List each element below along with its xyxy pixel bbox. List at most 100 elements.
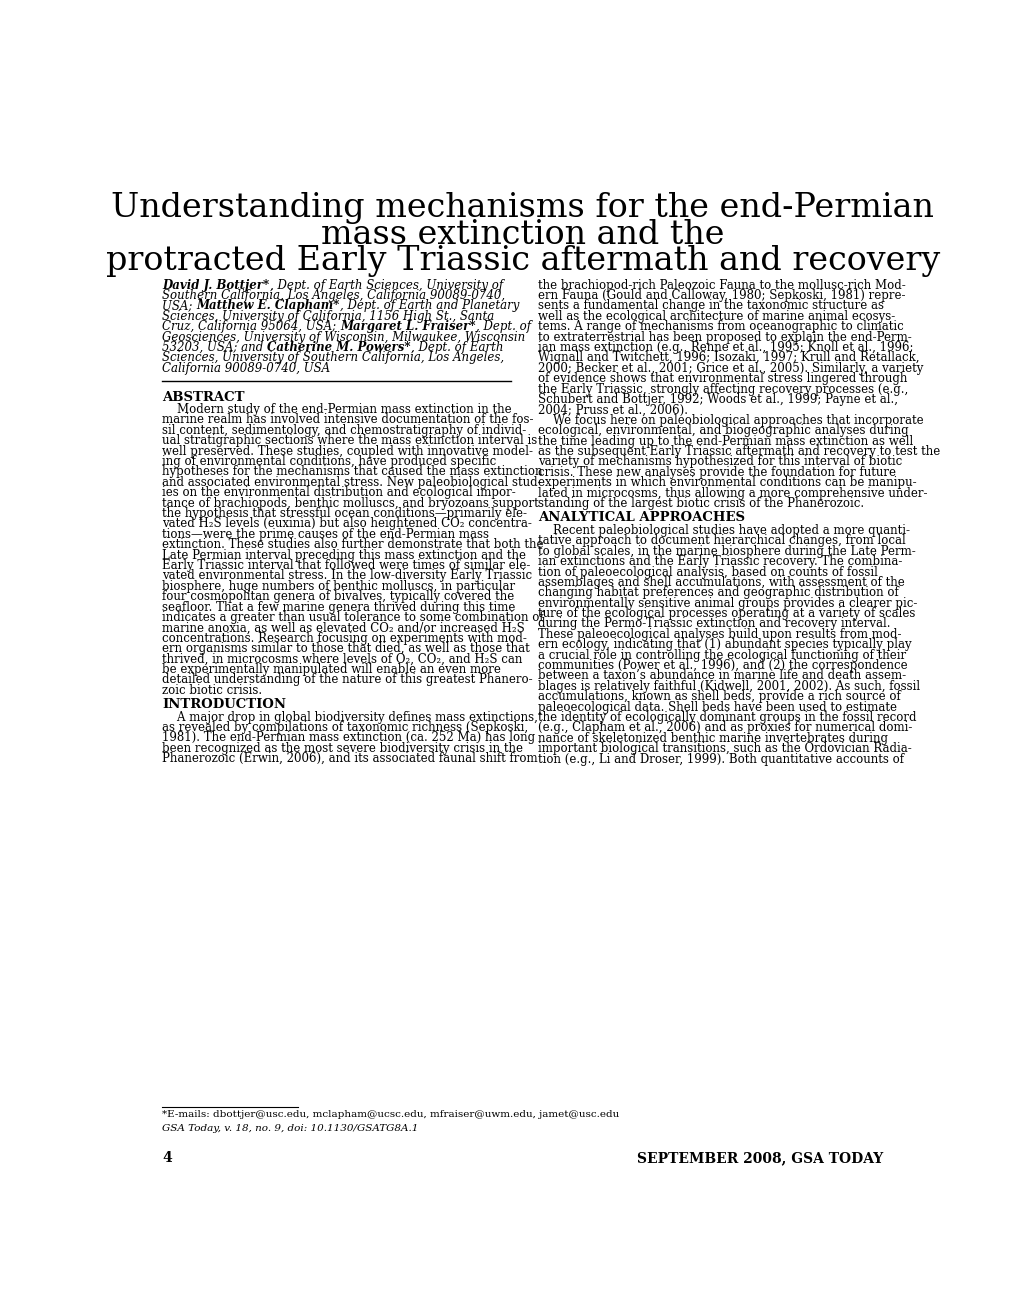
- Text: the brachiopod-rich Paleozoic Fauna to the mollusc-rich Mod-: the brachiopod-rich Paleozoic Fauna to t…: [538, 279, 905, 292]
- Text: and associated environmental stress. New paleobiological stud-: and associated environmental stress. New…: [162, 476, 541, 489]
- Text: *E-mails: dbottjer@usc.edu, mclapham@ucsc.edu, mfraiser@uwm.edu, jamet@usc.edu: *E-mails: dbottjer@usc.edu, mclapham@ucs…: [162, 1110, 619, 1119]
- Text: biosphere, huge numbers of benthic molluscs, in particular: biosphere, huge numbers of benthic mollu…: [162, 580, 515, 593]
- Text: been recognized as the most severe biodiversity crisis in the: been recognized as the most severe biodi…: [162, 742, 523, 755]
- Text: Late Permian interval preceding this mass extinction and the: Late Permian interval preceding this mas…: [162, 548, 526, 562]
- Text: protracted Early Triassic aftermath and recovery: protracted Early Triassic aftermath and …: [106, 245, 938, 277]
- Text: We focus here on paleobiological approaches that incorporate: We focus here on paleobiological approac…: [538, 414, 923, 427]
- Text: communities (Power et al., 1996), and (2) the correspondence: communities (Power et al., 1996), and (2…: [538, 659, 907, 672]
- Text: Geosciences, University of Wisconsin, Milwaukee, Wisconsin: Geosciences, University of Wisconsin, Mi…: [162, 330, 525, 343]
- Text: nance of skeletonized benthic marine invertebrates during: nance of skeletonized benthic marine inv…: [538, 732, 888, 744]
- Text: USA;: USA;: [162, 300, 197, 313]
- Text: important biological transitions, such as the Ordovician Radia-: important biological transitions, such a…: [538, 742, 911, 755]
- Text: to extraterrestrial has been proposed to explain the end-Perm-: to extraterrestrial has been proposed to…: [538, 330, 911, 343]
- Text: variety of mechanisms hypothesized for this interval of biotic: variety of mechanisms hypothesized for t…: [538, 455, 902, 468]
- Text: changing habitat preferences and geographic distribution of: changing habitat preferences and geograp…: [538, 586, 898, 600]
- Text: tems. A range of mechanisms from oceanographic to climatic: tems. A range of mechanisms from oceanog…: [538, 321, 903, 333]
- Text: paleoecological data. Shell beds have been used to estimate: paleoecological data. Shell beds have be…: [538, 701, 897, 714]
- Text: four cosmopolitan genera of bivalves, typically covered the: four cosmopolitan genera of bivalves, ty…: [162, 590, 515, 604]
- Text: , Dept. of: , Dept. of: [475, 321, 530, 333]
- Text: Modern study of the end-Permian mass extinction in the: Modern study of the end-Permian mass ext…: [162, 402, 512, 416]
- Text: to global scales, in the marine biosphere during the Late Perm-: to global scales, in the marine biospher…: [538, 544, 915, 558]
- Text: GSA Today, v. 18, no. 9, doi: 10.1130/GSATG8A.1: GSA Today, v. 18, no. 9, doi: 10.1130/GS…: [162, 1124, 419, 1134]
- Text: ian extinctions and the Early Triassic recovery. The combina-: ian extinctions and the Early Triassic r…: [538, 555, 902, 568]
- Text: blages is relatively faithful (Kidwell, 2001, 2002). As such, fossil: blages is relatively faithful (Kidwell, …: [538, 680, 919, 693]
- Text: These paleoecological analyses build upon results from mod-: These paleoecological analyses build upo…: [538, 627, 901, 640]
- Text: ecological, environmental, and biogeographic analyses during: ecological, environmental, and biogeogra…: [538, 425, 908, 437]
- Text: Schubert and Bottjer, 1992; Woods et al., 1999; Payne et al.,: Schubert and Bottjer, 1992; Woods et al.…: [538, 393, 898, 406]
- Text: INTRODUCTION: INTRODUCTION: [162, 698, 286, 711]
- Text: 1981). The end-Permian mass extinction (ca. 252 Ma) has long: 1981). The end-Permian mass extinction (…: [162, 731, 535, 744]
- Text: ture of the ecological processes operating at a variety of scales: ture of the ecological processes operati…: [538, 608, 915, 621]
- Text: Sciences, University of California, 1156 High St., Santa: Sciences, University of California, 1156…: [162, 310, 494, 323]
- Text: detailed understanding of the nature of this greatest Phanero-: detailed understanding of the nature of …: [162, 673, 533, 686]
- Text: sents a fundamental change in the taxonomic structure as: sents a fundamental change in the taxono…: [538, 300, 883, 313]
- Text: tative approach to document hierarchical changes, from local: tative approach to document hierarchical…: [538, 534, 905, 547]
- Text: ian mass extinction (e.g., Renne et al., 1995; Knoll et al., 1996;: ian mass extinction (e.g., Renne et al.,…: [538, 341, 913, 354]
- Text: , Dept. of Earth and Planetary: , Dept. of Earth and Planetary: [339, 300, 519, 313]
- Text: sil content, sedimentology, and chemostratigraphy of individ-: sil content, sedimentology, and chemostr…: [162, 423, 526, 437]
- Text: 4: 4: [162, 1151, 172, 1165]
- Text: seafloor. That a few marine genera thrived during this time: seafloor. That a few marine genera thriv…: [162, 601, 516, 614]
- Text: , Dept. of Earth Sciences, University of: , Dept. of Earth Sciences, University of: [269, 279, 502, 292]
- Text: Cruz, California 95064, USA;: Cruz, California 95064, USA;: [162, 321, 340, 333]
- Text: the identity of ecologically dominant groups in the fossil record: the identity of ecologically dominant gr…: [538, 711, 916, 725]
- Text: Matthew E. Clapham*: Matthew E. Clapham*: [197, 300, 339, 313]
- Text: extinction. These studies also further demonstrate that both the: extinction. These studies also further d…: [162, 538, 543, 551]
- Text: accumulations, known as shell beds, provide a rich source of: accumulations, known as shell beds, prov…: [538, 690, 900, 704]
- Text: of evidence shows that environmental stress lingered through: of evidence shows that environmental str…: [538, 372, 907, 385]
- Text: A major drop in global biodiversity defines mass extinctions,: A major drop in global biodiversity defi…: [162, 710, 538, 723]
- Text: marine anoxia, as well as elevated CO₂ and/or increased H₂S: marine anoxia, as well as elevated CO₂ a…: [162, 622, 525, 634]
- Text: Wignall and Twitchett, 1996; Isozaki, 1997; Krull and Retallack,: Wignall and Twitchett, 1996; Isozaki, 19…: [538, 351, 919, 364]
- Text: well as the ecological architecture of marine animal ecosys-: well as the ecological architecture of m…: [538, 310, 895, 323]
- Text: ABSTRACT: ABSTRACT: [162, 391, 245, 404]
- Text: ies on the environmental distribution and ecological impor-: ies on the environmental distribution an…: [162, 487, 516, 500]
- Text: zoic biotic crisis.: zoic biotic crisis.: [162, 684, 262, 697]
- Text: mass extinction and the: mass extinction and the: [321, 218, 723, 251]
- Text: the hypothesis that stressful ocean conditions—primarily ele-: the hypothesis that stressful ocean cond…: [162, 508, 527, 519]
- Text: crisis. These new analyses provide the foundation for future: crisis. These new analyses provide the f…: [538, 466, 896, 479]
- Text: tance of brachiopods, benthic molluscs, and bryozoans support: tance of brachiopods, benthic molluscs, …: [162, 497, 539, 510]
- Text: standing of the largest biotic crisis of the Phanerozoic.: standing of the largest biotic crisis of…: [538, 497, 863, 510]
- Text: ern Fauna (Gould and Calloway, 1980; Sepkoski, 1981) repre-: ern Fauna (Gould and Calloway, 1980; Sep…: [538, 289, 905, 302]
- Text: vated H₂S levels (euxinia) but also heightened CO₂ concentra-: vated H₂S levels (euxinia) but also heig…: [162, 517, 532, 530]
- Text: ern ecology, indicating that (1) abundant species typically play: ern ecology, indicating that (1) abundan…: [538, 638, 911, 651]
- Text: thrived, in microcosms where levels of O₂, CO₂, and H₂S can: thrived, in microcosms where levels of O…: [162, 652, 523, 665]
- Text: assemblages and shell accumulations, with assessment of the: assemblages and shell accumulations, wit…: [538, 576, 904, 589]
- Text: ual stratigraphic sections where the mass extinction interval is: ual stratigraphic sections where the mas…: [162, 434, 537, 447]
- Text: concentrations. Research focusing on experiments with mod-: concentrations. Research focusing on exp…: [162, 631, 527, 644]
- Text: ern organisms similar to those that died, as well as those that: ern organisms similar to those that died…: [162, 642, 530, 655]
- Text: vated environmental stress. In the low-diversity Early Triassic: vated environmental stress. In the low-d…: [162, 569, 532, 583]
- Text: Early Triassic interval that followed were times of similar ele-: Early Triassic interval that followed we…: [162, 559, 530, 572]
- Text: , Dept. of Earth: , Dept. of Earth: [411, 341, 503, 354]
- Text: SEPTEMBER 2008, GSA TODAY: SEPTEMBER 2008, GSA TODAY: [636, 1151, 882, 1165]
- Text: hypotheses for the mechanisms that caused the mass extinction: hypotheses for the mechanisms that cause…: [162, 466, 542, 479]
- Text: experiments in which environmental conditions can be manipu-: experiments in which environmental condi…: [538, 476, 916, 489]
- Text: (e.g., Clapham et al., 2006) and as proxies for numerical domi-: (e.g., Clapham et al., 2006) and as prox…: [538, 722, 912, 735]
- Text: Recent paleobiological studies have adopted a more quanti-: Recent paleobiological studies have adop…: [538, 523, 909, 537]
- Text: Sciences, University of Southern California, Los Angeles,: Sciences, University of Southern Califor…: [162, 351, 504, 364]
- Text: ing of environmental conditions, have produced specific: ing of environmental conditions, have pr…: [162, 455, 496, 468]
- Text: be experimentally manipulated will enable an even more: be experimentally manipulated will enabl…: [162, 663, 500, 676]
- Text: ANALYTICAL APPROACHES: ANALYTICAL APPROACHES: [538, 512, 745, 525]
- Text: 2004; Pruss et al., 2006).: 2004; Pruss et al., 2006).: [538, 404, 688, 417]
- Text: well preserved. These studies, coupled with innovative model-: well preserved. These studies, coupled w…: [162, 444, 533, 458]
- Text: 53203, USA; and: 53203, USA; and: [162, 341, 267, 354]
- Text: tions—were the prime causes of the end-Permian mass: tions—were the prime causes of the end-P…: [162, 527, 489, 540]
- Text: as revealed by compilations of taxonomic richness (Sepkoski,: as revealed by compilations of taxonomic…: [162, 721, 528, 734]
- Text: lated in microcosms, thus allowing a more comprehensive under-: lated in microcosms, thus allowing a mor…: [538, 487, 927, 500]
- Text: Understanding mechanisms for the end-Permian: Understanding mechanisms for the end-Per…: [111, 192, 933, 225]
- Text: David J. Bottjer*: David J. Bottjer*: [162, 279, 269, 292]
- Text: tion (e.g., Li and Droser, 1999). Both quantitative accounts of: tion (e.g., Li and Droser, 1999). Both q…: [538, 752, 904, 765]
- Text: Margaret L. Fraiser*: Margaret L. Fraiser*: [340, 321, 475, 333]
- Text: 2000; Becker et al., 2001; Grice et al., 2005). Similarly, a variety: 2000; Becker et al., 2001; Grice et al.,…: [538, 362, 923, 375]
- Text: the Early Triassic, strongly affecting recovery processes (e.g.,: the Early Triassic, strongly affecting r…: [538, 383, 908, 396]
- Text: during the Permo-Triassic extinction and recovery interval.: during the Permo-Triassic extinction and…: [538, 618, 890, 630]
- Text: marine realm has involved intensive documentation of the fos-: marine realm has involved intensive docu…: [162, 413, 533, 426]
- Text: tion of paleoecological analysis, based on counts of fossil: tion of paleoecological analysis, based …: [538, 565, 877, 579]
- Text: Southern California, Los Angeles, California 90089-0740,: Southern California, Los Angeles, Califo…: [162, 289, 505, 302]
- Text: environmentally sensitive animal groups provides a clearer pic-: environmentally sensitive animal groups …: [538, 597, 917, 610]
- Text: Catherine M. Powers*: Catherine M. Powers*: [267, 341, 411, 354]
- Text: California 90089-0740, USA: California 90089-0740, USA: [162, 362, 330, 375]
- Text: a crucial role in controlling the ecological functioning of their: a crucial role in controlling the ecolog…: [538, 648, 906, 661]
- Text: indicates a greater than usual tolerance to some combination of: indicates a greater than usual tolerance…: [162, 611, 543, 623]
